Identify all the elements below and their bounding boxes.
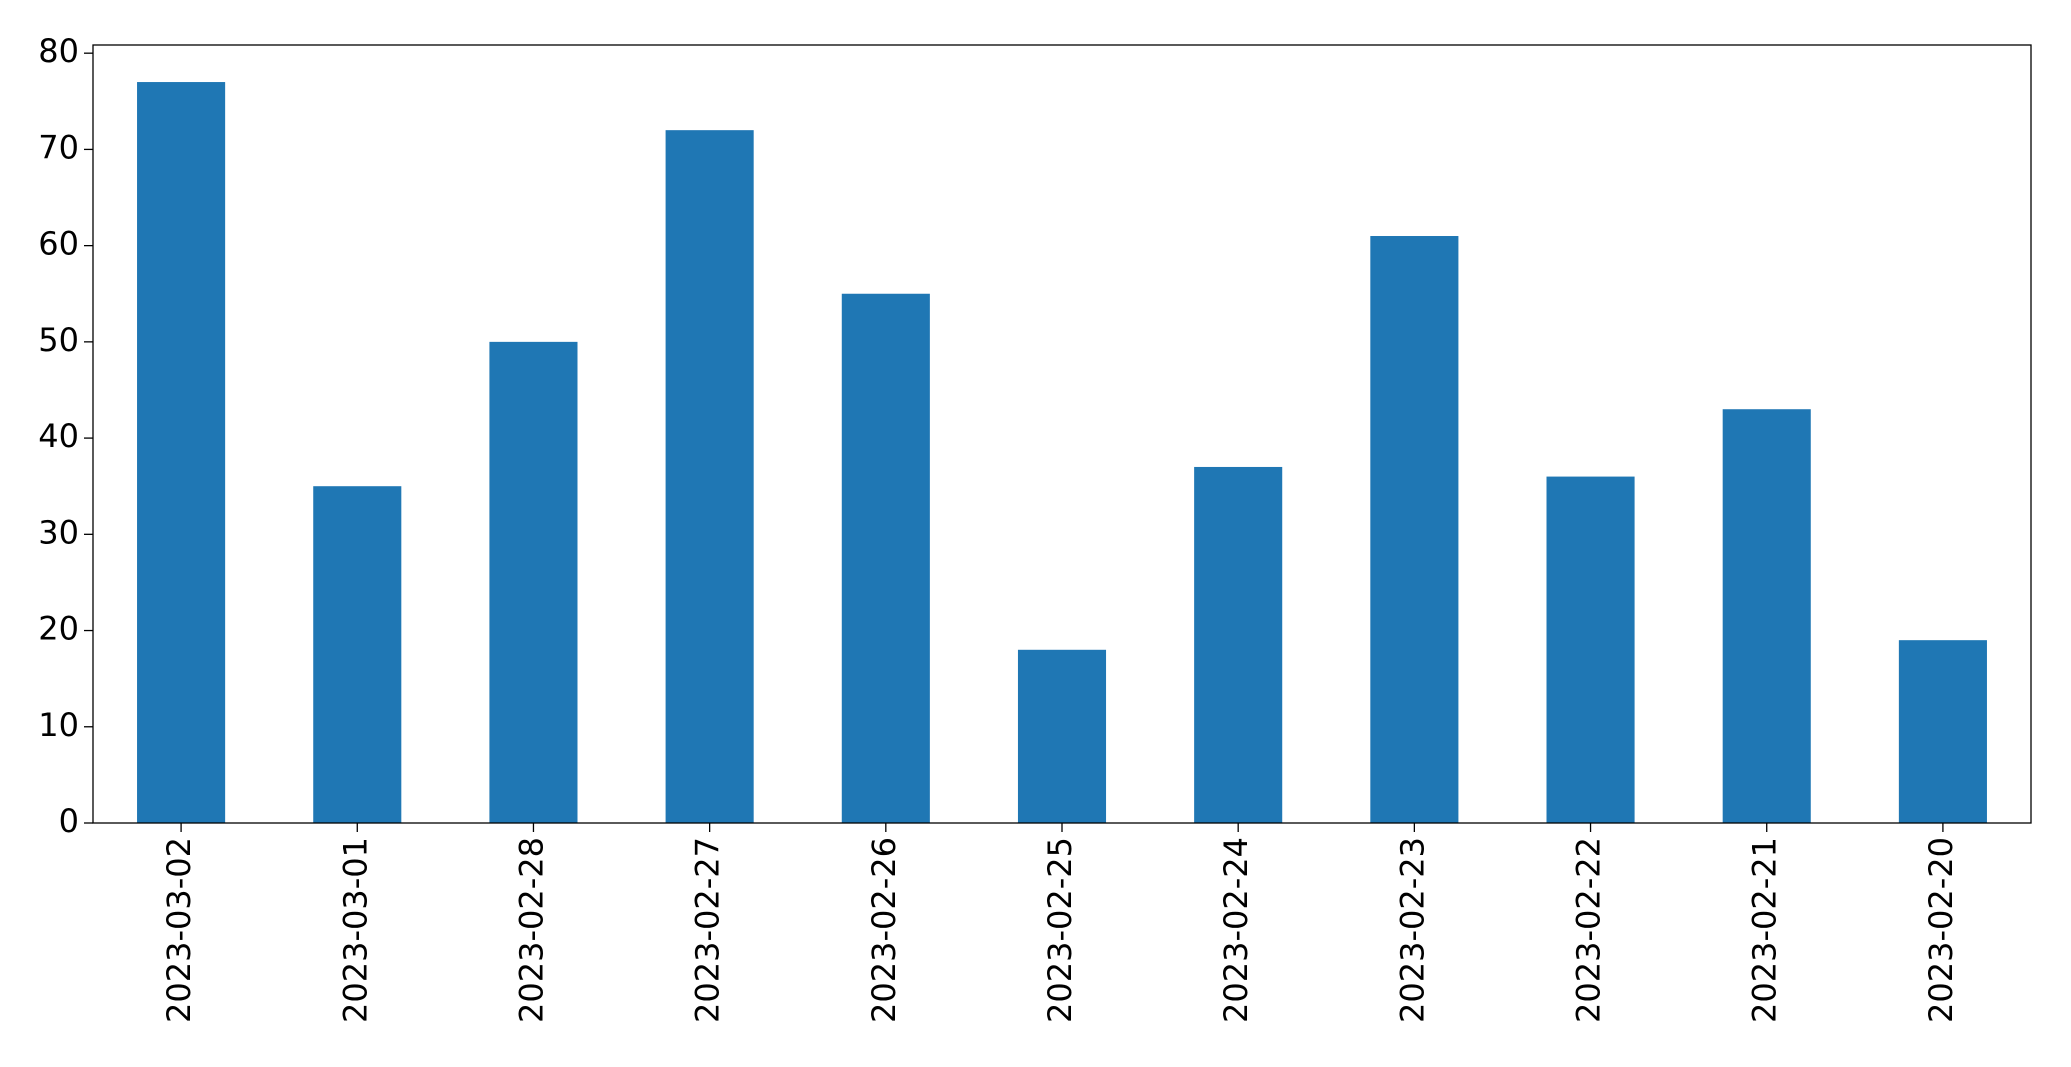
x-tick-label: 2023-02-22 [1570, 837, 1608, 1023]
bar [1017, 649, 1107, 823]
y-tick-label: 10 [38, 706, 79, 744]
y-tick-label: 80 [38, 32, 79, 70]
x-tick-label: 2023-03-02 [160, 837, 198, 1023]
x-tick-label: 2023-02-21 [1746, 837, 1784, 1023]
x-tick-label: 2023-02-27 [689, 837, 727, 1023]
x-tick-label: 2023-02-23 [1393, 837, 1431, 1023]
y-tick-label: 60 [38, 225, 79, 263]
y-tick-label: 40 [38, 417, 79, 455]
x-tick-label: 2023-02-24 [1217, 837, 1255, 1023]
bar [1194, 466, 1283, 823]
plot-frame [92, 44, 2032, 824]
bar [665, 130, 754, 824]
y-tick-label: 20 [38, 610, 79, 648]
x-tick-label: 2023-03-01 [336, 837, 374, 1023]
x-tick-label: 2023-02-26 [865, 837, 903, 1023]
bar [489, 341, 578, 823]
bar [1370, 236, 1459, 824]
bar [1898, 640, 1987, 823]
bar [313, 486, 402, 823]
x-tick-label: 2023-02-28 [512, 837, 550, 1023]
y-tick-label: 70 [38, 128, 79, 166]
y-tick-label: 30 [38, 513, 79, 551]
x-tick-label: 2023-02-20 [1922, 837, 1960, 1023]
bar [1722, 409, 1811, 823]
y-tick-label: 0 [59, 802, 79, 840]
x-tick-label: 2023-02-25 [1041, 837, 1079, 1023]
bar [1546, 476, 1635, 823]
bar [841, 293, 930, 823]
bar [137, 82, 226, 824]
y-tick-label: 50 [38, 321, 79, 359]
